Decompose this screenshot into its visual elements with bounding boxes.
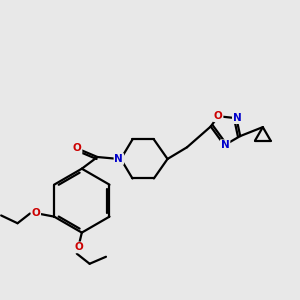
Text: O: O <box>32 208 40 218</box>
Text: O: O <box>214 111 223 121</box>
Text: O: O <box>73 143 82 153</box>
Text: N: N <box>233 113 242 123</box>
Text: N: N <box>221 140 230 150</box>
Text: O: O <box>75 242 83 252</box>
Text: N: N <box>115 154 123 164</box>
